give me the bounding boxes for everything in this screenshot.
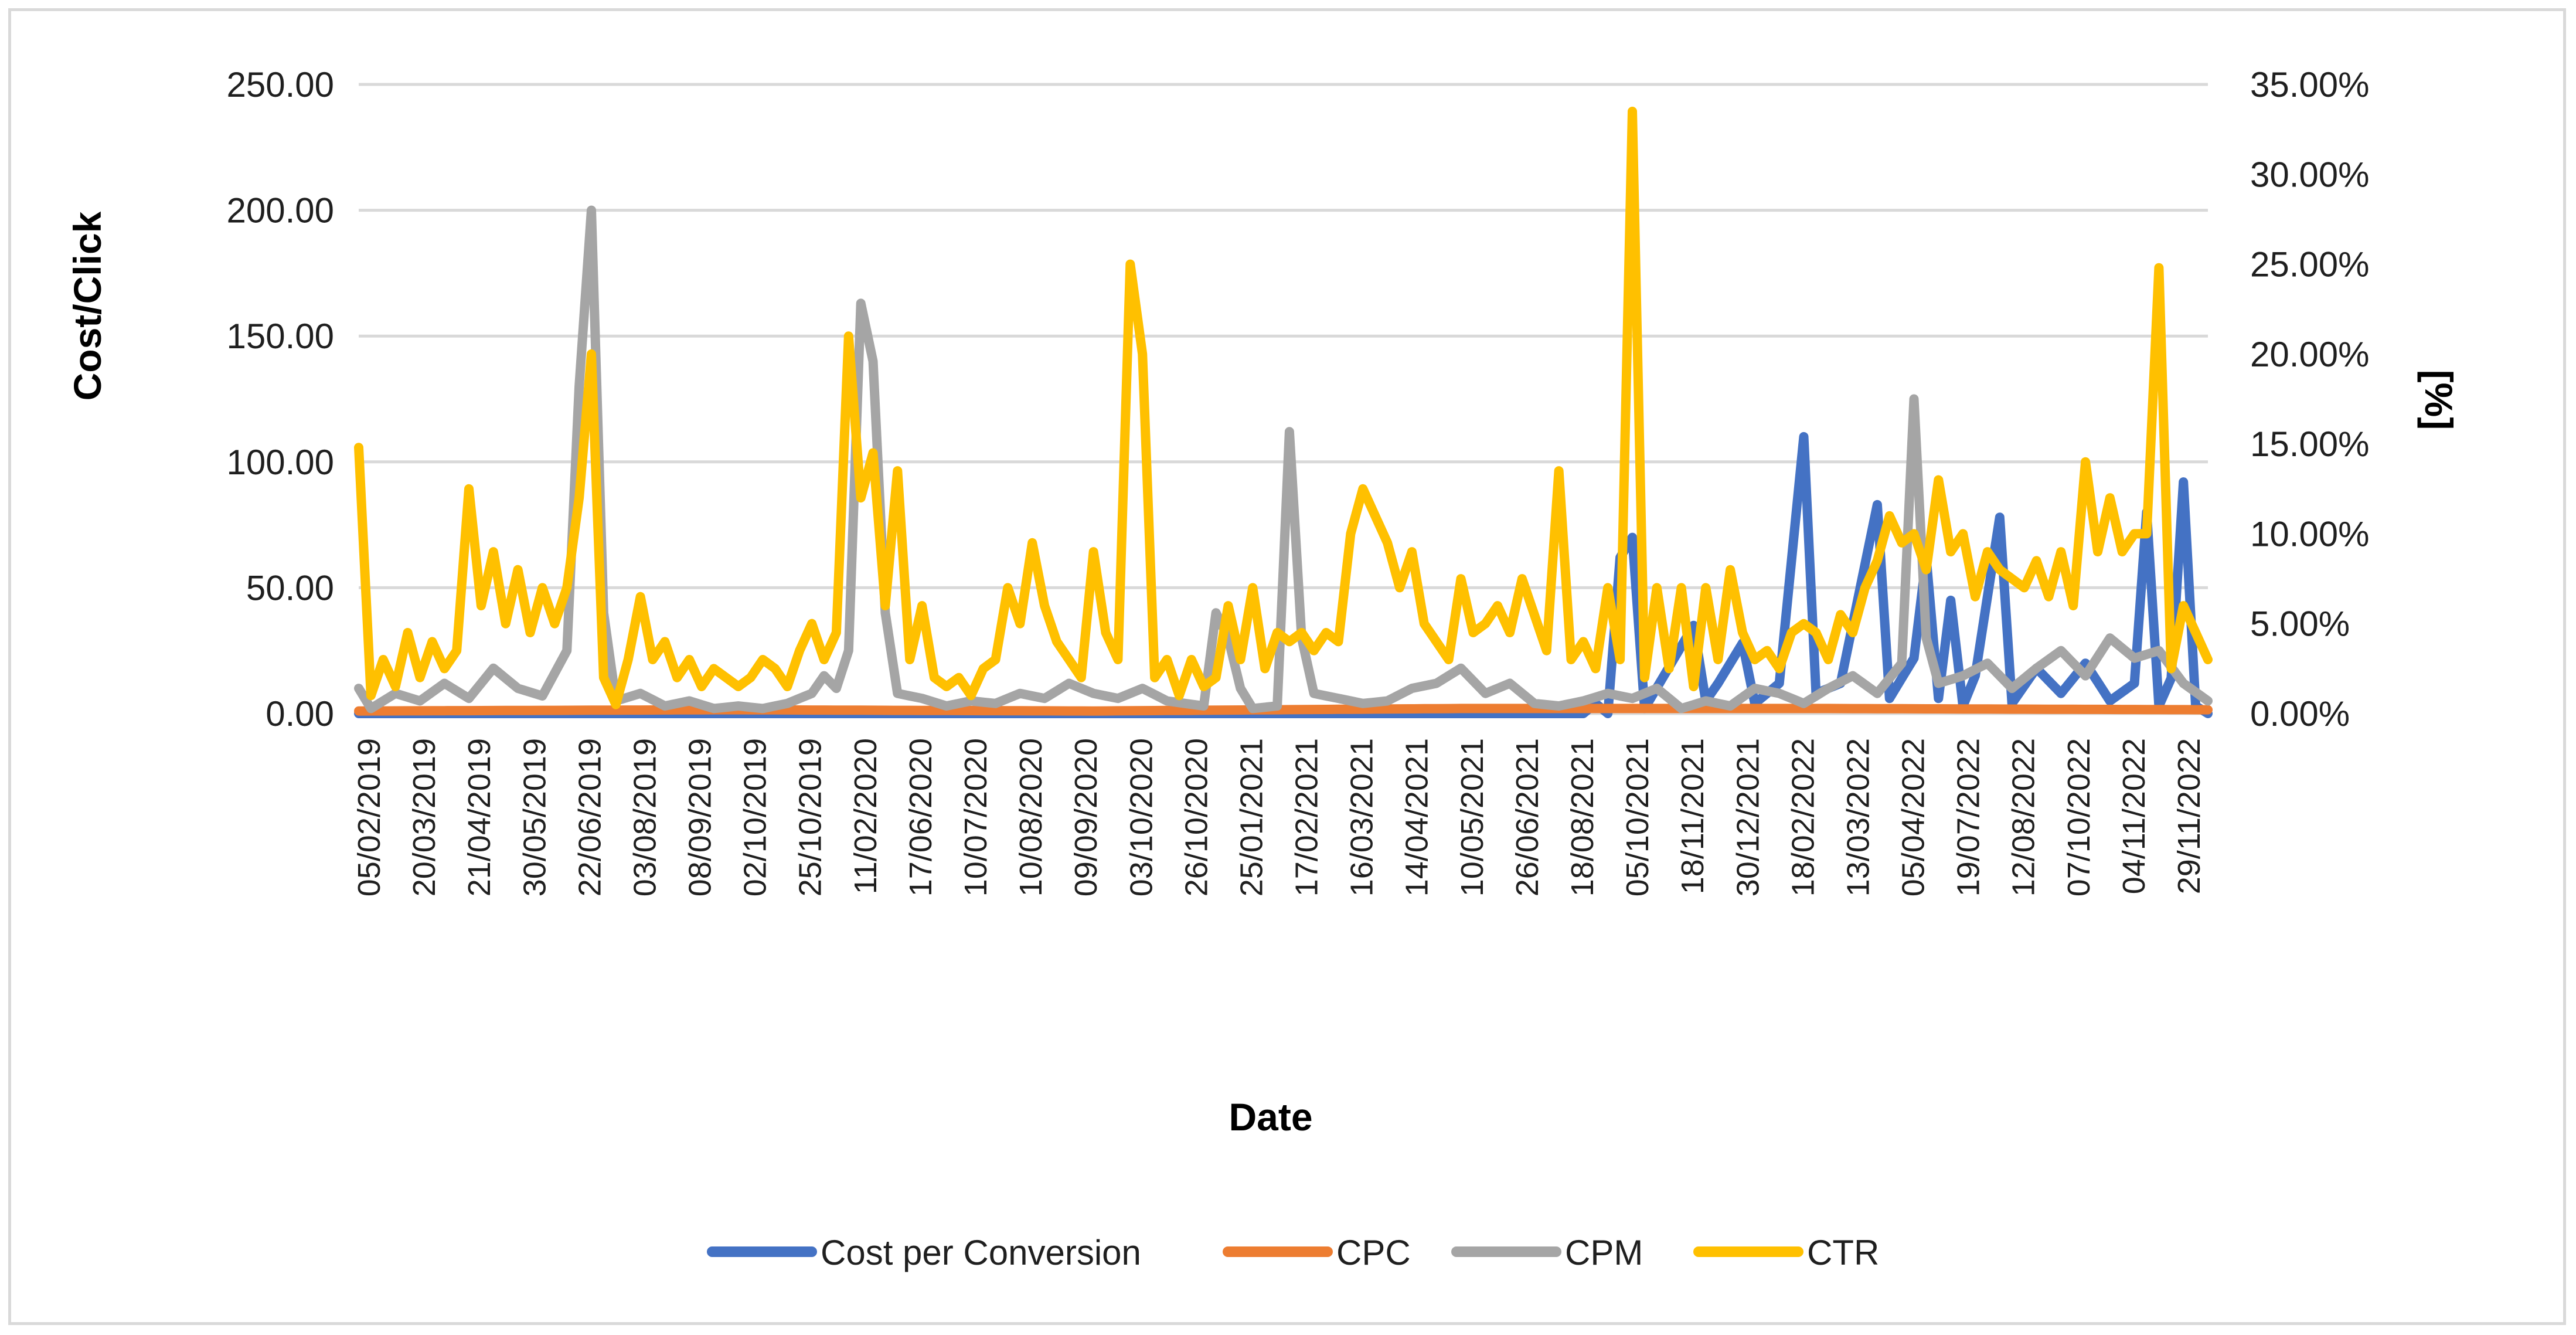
x-tick-label: 29/11/2022 <box>2172 738 2207 894</box>
y2-tick-label: 10.00% <box>2250 514 2370 553</box>
y2-tick-label: 30.00% <box>2250 155 2370 194</box>
x-tick-label: 21/04/2019 <box>462 738 497 896</box>
x-tick-label: 05/02/2019 <box>352 738 387 896</box>
x-tick-label: 18/11/2021 <box>1675 738 1710 894</box>
legend-label: Cost per Conversion <box>821 1233 1141 1272</box>
y2-tick-label: 15.00% <box>2250 424 2370 464</box>
legend-label: CPM <box>1565 1233 1643 1272</box>
x-tick-label: 18/08/2021 <box>1565 738 1600 896</box>
x-tick-label: 02/10/2019 <box>738 738 773 896</box>
x-tick-label: 10/05/2021 <box>1455 738 1490 896</box>
y-tick-label: 50.00 <box>246 568 334 607</box>
legend-label: CPC <box>1336 1233 1411 1272</box>
y2-tick-label: 20.00% <box>2250 335 2370 374</box>
y2-axis-title: [%] <box>2417 370 2461 430</box>
series-line-cpc <box>354 704 2213 716</box>
x-tick-label: 03/08/2019 <box>627 738 662 896</box>
x-tick-label: 05/10/2021 <box>1620 738 1655 896</box>
series-line-ctr <box>354 107 2213 709</box>
x-tick-label: 18/02/2022 <box>1785 738 1820 896</box>
y-tick-label: 150.00 <box>226 317 334 356</box>
y-tick-label: 250.00 <box>226 65 334 104</box>
x-tick-label: 17/06/2020 <box>903 738 938 896</box>
x-tick-label: 07/10/2022 <box>2061 738 2097 896</box>
x-tick-label: 13/03/2022 <box>1840 738 1876 896</box>
series-line-cpm <box>354 205 2213 714</box>
x-tick-label: 04/11/2022 <box>2116 738 2152 894</box>
y2-tick-label: 0.00% <box>2250 694 2350 733</box>
x-tick-label: 16/03/2021 <box>1345 738 1380 896</box>
y2-tick-label: 25.00% <box>2250 245 2370 284</box>
y2-tick-label: 35.00% <box>2250 65 2370 104</box>
x-tick-label: 09/09/2020 <box>1068 738 1104 896</box>
x-tick-label: 08/09/2019 <box>683 738 718 896</box>
x-tick-label: 20/03/2019 <box>407 738 442 896</box>
x-tick-label: 03/10/2020 <box>1124 738 1159 896</box>
x-tick-label: 10/07/2020 <box>958 738 993 896</box>
legend: Cost per Conversion CPC CPM CTR <box>707 1233 1879 1272</box>
y-tick-label: 200.00 <box>226 191 334 230</box>
x-tick-label: 05/04/2022 <box>1896 738 1931 896</box>
x-tick-label: 19/07/2022 <box>1951 738 1986 896</box>
y2-tick-label: 5.00% <box>2250 604 2350 644</box>
x-tick-label: 26/10/2020 <box>1179 738 1214 896</box>
y-axis-ticks: 0.00 50.00 100.00 150.00 200.00 250.00 <box>226 65 334 733</box>
y-tick-label: 0.00 <box>266 694 334 733</box>
series-lines <box>354 107 2213 718</box>
x-tick-label: 26/06/2021 <box>1510 738 1545 896</box>
x-tick-label: 30/12/2021 <box>1730 738 1765 896</box>
x-tick-label: 11/02/2020 <box>848 738 883 894</box>
x-tick-label: 17/02/2021 <box>1289 738 1325 896</box>
x-tick-label: 25/01/2021 <box>1234 738 1269 896</box>
y-axis-title: Cost/Click <box>66 211 109 400</box>
x-axis-title: Date <box>1229 1095 1312 1139</box>
x-tick-label: 14/04/2021 <box>1400 738 1435 896</box>
x-tick-label: 30/05/2019 <box>517 738 552 896</box>
x-axis-ticks: 05/02/2019 20/03/2019 21/04/2019 30/05/2019… <box>352 738 2207 896</box>
x-tick-label: 10/08/2020 <box>1013 738 1049 896</box>
y-tick-label: 100.00 <box>226 443 334 482</box>
x-tick-label: 22/06/2019 <box>572 738 607 896</box>
y2-axis-ticks: 0.00% 5.00% 10.00% 15.00% 20.00% 25.00% 30.00%… <box>2250 65 2370 733</box>
x-tick-label: 25/10/2019 <box>793 738 828 896</box>
legend-label: CTR <box>1807 1233 1879 1272</box>
x-tick-label: 12/08/2022 <box>2006 738 2041 896</box>
